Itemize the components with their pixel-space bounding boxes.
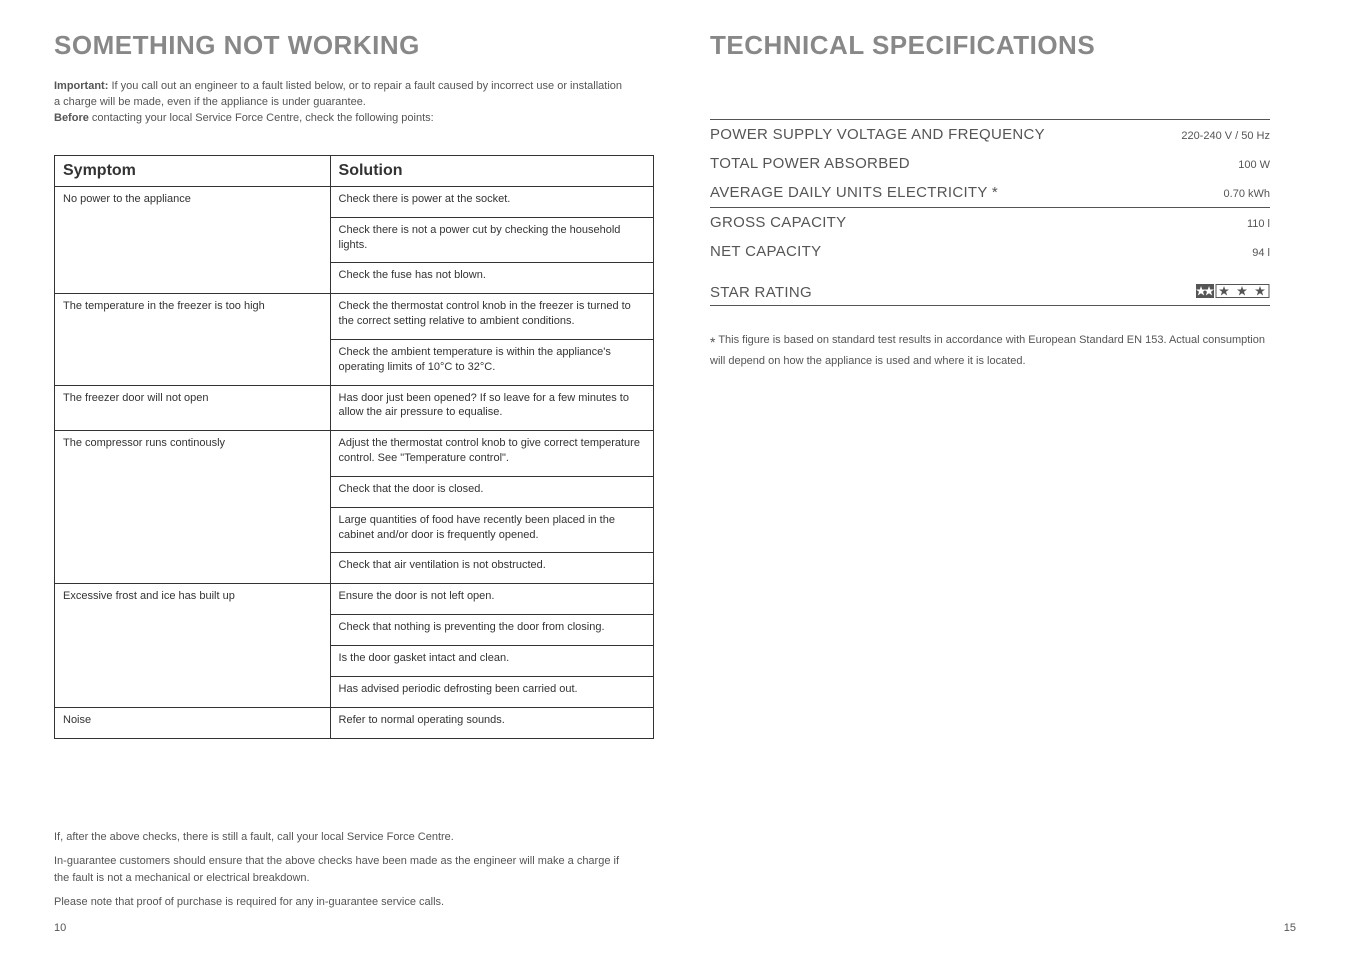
solution-cell: Check there is not a power cut by checki… <box>330 217 653 263</box>
spec-row: TOTAL POWER ABSORBED 100 W <box>710 149 1270 178</box>
symptom-cell: Noise <box>55 707 331 738</box>
intro-bold1: Important: <box>54 80 108 92</box>
spec-label: TOTAL POWER ABSORBED <box>710 155 910 172</box>
spec-row: AVERAGE DAILY UNITS ELECTRICITY * 0.70 k… <box>710 178 1270 207</box>
spec-label: NET CAPACITY <box>710 243 821 260</box>
solution-cell: Check the thermostat control knob in the… <box>330 294 653 340</box>
section-title-right: TECHNICAL SPECIFICATIONS <box>710 30 1330 61</box>
section-title-left: SOMETHING NOT WORKING <box>54 30 674 61</box>
solution-cell: Check that air ventilation is not obstru… <box>330 553 653 584</box>
spec-label: AVERAGE DAILY UNITS ELECTRICITY * <box>710 184 998 201</box>
page-number-right: 15 <box>1284 922 1296 934</box>
solution-cell: Check the ambient temperature is within … <box>330 339 653 385</box>
th-solution: Solution <box>330 155 653 186</box>
note3: Please note that proof of purchase is re… <box>54 894 634 911</box>
symptom-cell: No power to the appliance <box>55 186 331 293</box>
solution-cell: Ensure the door is not left open. <box>330 584 653 615</box>
spec-label: GROSS CAPACITY <box>710 214 846 231</box>
symptom-cell: The compressor runs continously <box>55 431 331 584</box>
symptom-cell: The freezer door will not open <box>55 385 331 431</box>
solution-cell: Refer to normal operating sounds. <box>330 707 653 738</box>
spec-row: GROSS CAPACITY 110 l <box>710 207 1270 237</box>
intro-text: Important: If you call out an engineer t… <box>54 79 624 127</box>
spec-row: NET CAPACITY 94 l <box>710 237 1270 266</box>
solution-cell: Is the door gasket intact and clean. <box>330 646 653 677</box>
solution-cell: Check the fuse has not blown. <box>330 263 653 294</box>
th-symptom: Symptom <box>55 155 331 186</box>
star-rating-icon <box>1196 284 1270 301</box>
spec-label: POWER SUPPLY VOLTAGE AND FREQUENCY <box>710 126 1045 143</box>
intro-text1: If you call out an engineer to a fault l… <box>54 80 622 108</box>
spec-value: 94 l <box>1252 247 1270 259</box>
solution-cell: Has advised periodic defrosting been car… <box>330 676 653 707</box>
star-rating-label: STAR RATING <box>710 284 812 301</box>
solution-cell: Check that the door is closed. <box>330 476 653 507</box>
intro-text2: contacting your local Service Force Cent… <box>89 112 434 124</box>
solution-cell: Adjust the thermostat control knob to gi… <box>330 431 653 477</box>
symptom-cell: Excessive frost and ice has built up <box>55 584 331 707</box>
solution-cell: Has door just been opened? If so leave f… <box>330 385 653 431</box>
intro-bold2: Before <box>54 112 89 124</box>
spec-row: POWER SUPPLY VOLTAGE AND FREQUENCY 220-2… <box>710 119 1270 149</box>
symptom-cell: The temperature in the freezer is too hi… <box>55 294 331 385</box>
spec-value: 220-240 V / 50 Hz <box>1181 130 1270 142</box>
solution-cell: Check there is power at the socket. <box>330 186 653 217</box>
troubleshooting-table: Symptom Solution No power to the applian… <box>54 155 654 739</box>
spec-block: POWER SUPPLY VOLTAGE AND FREQUENCY 220-2… <box>710 119 1270 306</box>
spec-footnote: * This figure is based on standard test … <box>710 332 1270 370</box>
note1: If, after the above checks, there is sti… <box>54 829 634 846</box>
note2: In-guarantee customers should ensure tha… <box>54 853 634 886</box>
asterisk-icon: * <box>710 334 715 350</box>
footnote-text: This figure is based on standard test re… <box>710 334 1265 367</box>
spec-value: 110 l <box>1247 218 1270 230</box>
solution-cell: Large quantities of food have recently b… <box>330 507 653 553</box>
page-number-left: 10 <box>54 922 66 934</box>
spec-value: 100 W <box>1238 159 1270 171</box>
footer-notes: If, after the above checks, there is sti… <box>54 829 634 911</box>
solution-cell: Check that nothing is preventing the doo… <box>330 615 653 646</box>
star-rating-row: STAR RATING <box>710 280 1270 306</box>
spec-value: 0.70 kWh <box>1224 188 1270 200</box>
